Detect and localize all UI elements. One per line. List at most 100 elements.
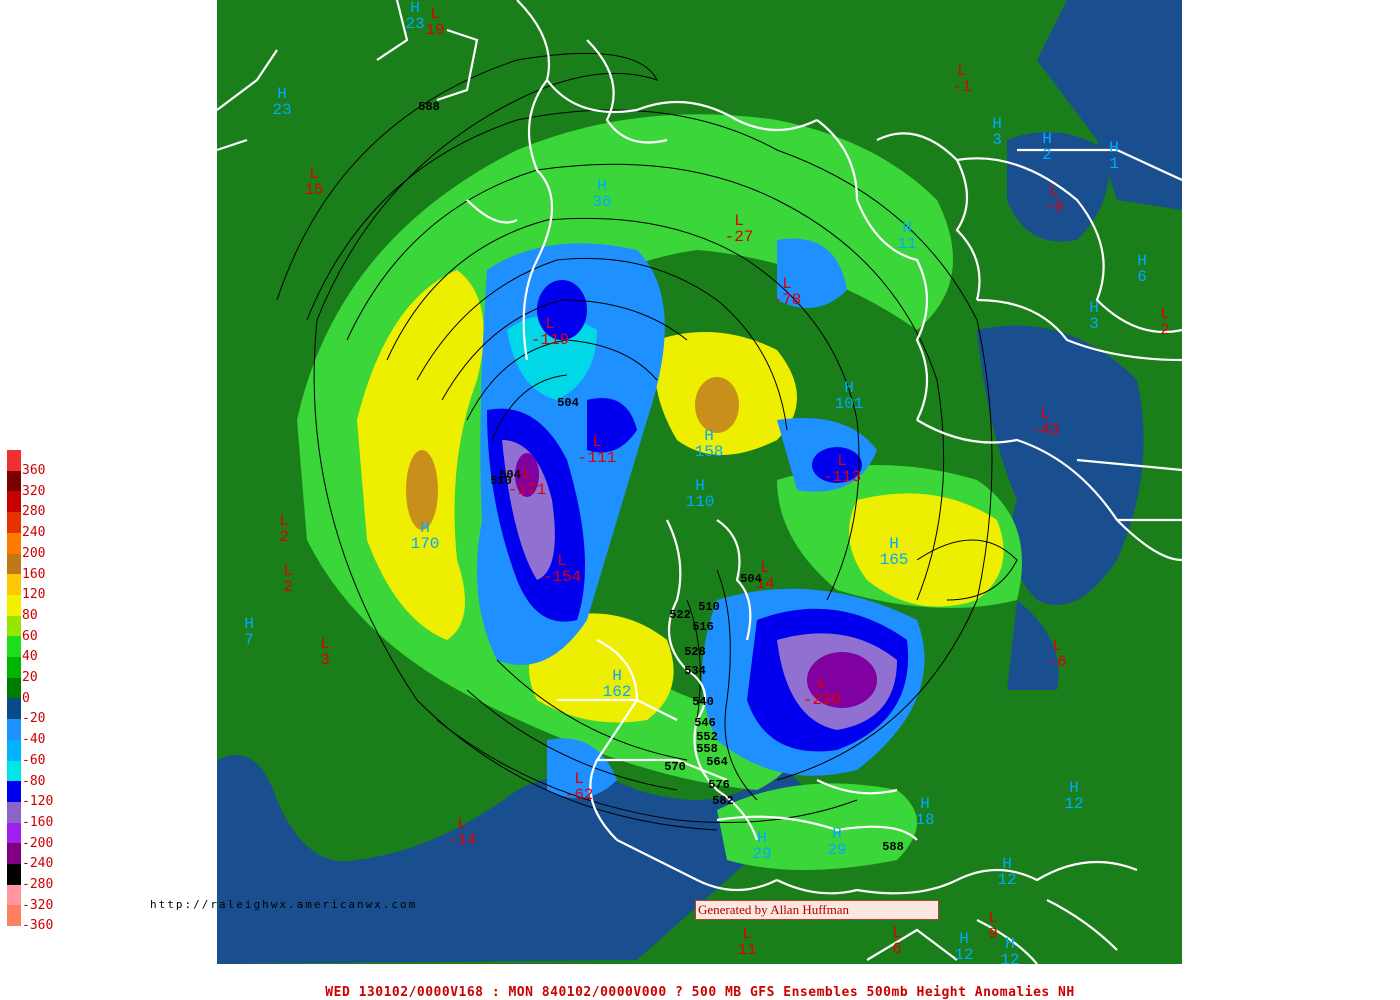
legend-swatch — [7, 532, 21, 554]
source-url: http://raleighwx.americanwx.com — [150, 898, 418, 911]
high-center: H23 — [405, 0, 424, 33]
center-type-label: H — [889, 535, 899, 553]
center-type-label: L — [957, 62, 967, 80]
center-type-label: H — [832, 825, 842, 843]
center-value-label: 3 — [992, 131, 1002, 149]
center-value-label: 36 — [592, 193, 611, 211]
legend-swatch — [7, 657, 21, 678]
high-center: H3 — [992, 115, 1002, 149]
center-value-label: -119 — [531, 331, 569, 349]
color-legend: 360 320 280 240 200 160 120 80 60 40 20 0 -20 -40 -60-… — [0, 450, 80, 950]
contour-height-label: 540 — [692, 695, 714, 709]
high-center: H11 — [897, 219, 916, 253]
contour-height-labels: 5885045045105045225105165285345405465525… — [418, 100, 904, 854]
contour-height-label: 564 — [706, 755, 728, 769]
center-value-label: 6 — [892, 940, 902, 958]
center-type-label: L — [734, 212, 744, 230]
center-type-label: H — [597, 177, 607, 195]
high-center: H18 — [915, 795, 934, 829]
center-value-label: 15 — [304, 181, 323, 199]
low-center: L-6 — [1047, 637, 1066, 671]
low-center: L-113 — [823, 452, 861, 486]
high-center: H1 — [1109, 139, 1119, 173]
legend-swatch — [7, 905, 21, 927]
center-type-label: L — [557, 552, 567, 570]
high-center: H3 — [1089, 299, 1099, 333]
credit-label: Generated by Allan Huffman — [695, 900, 939, 920]
low-center: L14 — [755, 559, 774, 593]
center-value-label: 3 — [1089, 315, 1099, 333]
legend-label: 320 — [22, 483, 46, 499]
high-center: H23 — [272, 85, 291, 119]
legend-swatch — [7, 760, 21, 782]
contour-height-label: 570 — [664, 760, 686, 774]
center-type-label: H — [902, 219, 912, 237]
contour-height-label: 510 — [698, 600, 720, 614]
center-value-label: -154 — [543, 568, 581, 586]
center-value-label: 6 — [1137, 268, 1147, 286]
legend-label: 120 — [22, 587, 46, 603]
center-value-label: 1 — [1109, 155, 1119, 173]
center-value-label: 110 — [686, 493, 715, 511]
center-value-label: 2 — [283, 578, 293, 596]
center-type-label: L — [1049, 182, 1059, 200]
legend-swatch — [7, 781, 21, 803]
contour-height-label: 504 — [499, 468, 521, 482]
center-value-label: 2 — [1160, 321, 1170, 339]
center-value-label: -9 — [1044, 198, 1063, 216]
center-type-label: H — [244, 615, 254, 633]
center-value-label: 2 — [1042, 146, 1052, 164]
legend-label: 240 — [22, 525, 46, 541]
legend-label: 80 — [22, 607, 38, 623]
legend-swatch — [7, 470, 21, 492]
legend-label: -200 — [22, 835, 54, 851]
contour-height-label: 576 — [708, 778, 730, 792]
contour-height-label: 546 — [694, 716, 716, 730]
center-value-label: -113 — [823, 468, 861, 486]
legend-swatch — [7, 636, 21, 658]
anomaly-map: H 23 L 19 H 23 L 15 L -1 H 3 H 2 H 1 L -9 H 36 L -27 H 11 H 6 L -78… — [217, 0, 1182, 964]
legend-swatch — [7, 450, 21, 471]
high-center: H2 — [1042, 130, 1052, 164]
low-center: L-171 — [508, 465, 546, 499]
legend-label: -20 — [22, 711, 46, 727]
low-center: L11 — [737, 925, 756, 959]
low-center: L2 — [279, 512, 289, 546]
high-center: H36 — [592, 177, 611, 211]
center-value-label: -111 — [578, 449, 616, 467]
center-value-label: 12 — [997, 871, 1016, 889]
center-type-label: H — [844, 379, 854, 397]
center-type-label: L — [988, 909, 998, 927]
legend-label: 200 — [22, 545, 46, 561]
center-type-label: L — [817, 675, 827, 693]
center-type-label: H — [1005, 935, 1015, 953]
high-center: H7 — [244, 615, 254, 649]
contour-height-label: 552 — [696, 730, 718, 744]
center-value-label: 7 — [244, 631, 254, 649]
center-type-label: H — [992, 115, 1002, 133]
contour-height-label: 534 — [684, 664, 706, 678]
center-type-label: H — [1042, 130, 1052, 148]
center-value-label: -171 — [508, 481, 546, 499]
low-center: L-78 — [773, 275, 802, 309]
legend-label: -360 — [22, 918, 54, 934]
center-value-label: -78 — [773, 291, 802, 309]
legend-swatch — [7, 491, 21, 513]
center-type-label: L — [457, 815, 467, 833]
legend-swatch — [7, 553, 21, 575]
center-value-label: 14 — [755, 575, 774, 593]
contour-height-label: 504 — [557, 396, 579, 410]
low-center: L-111 — [578, 433, 616, 467]
high-center: H12 — [997, 855, 1016, 889]
low-center: L-1 — [952, 62, 971, 96]
legend-swatch — [7, 822, 21, 844]
legend-swatch — [7, 615, 21, 637]
negative-dark-regions — [217, 0, 1182, 964]
center-type-label: L — [1052, 637, 1062, 655]
low-center: L2 — [283, 562, 293, 596]
legend-label: -240 — [22, 856, 54, 872]
